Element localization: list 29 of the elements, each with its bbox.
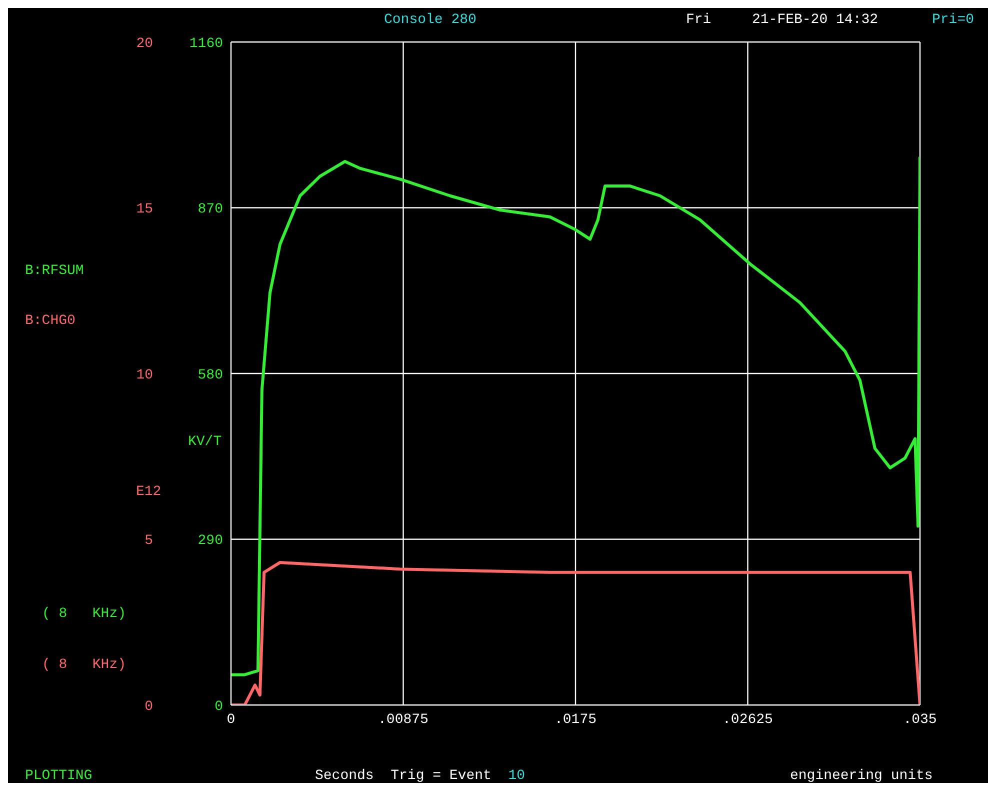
y2-tick-label: 15 [136, 202, 153, 218]
y-tick-label: 0 [214, 698, 223, 715]
chart-title: Console 280 [384, 12, 476, 28]
x-axis-title: Seconds Trig = Event 10 [315, 768, 526, 784]
y-tick-label: 580 [198, 367, 223, 384]
line-series [231, 155, 920, 676]
x-tick-label: .0175 [554, 712, 597, 728]
y2-axis-title: E12 [136, 484, 162, 500]
y-tick-label: 870 [198, 202, 223, 218]
x-tick-label: .035 [903, 712, 937, 728]
y2-tick-label: 0 [144, 698, 153, 715]
y-tick-label: 290 [198, 533, 223, 550]
x-tick-label: .00875 [378, 712, 428, 728]
text: Pri=0 [932, 12, 974, 28]
text: B:RFSUM [25, 263, 84, 279]
y2-tick-label: 10 [136, 367, 153, 384]
text: ( 8 KHz) [42, 606, 126, 622]
x-tick-label: .02625 [722, 712, 773, 728]
text: engineering units [790, 768, 933, 784]
y-tick-label: 1160 [189, 36, 223, 52]
text: PLOTTING [25, 768, 92, 784]
x-tick-label: 0 [226, 712, 236, 728]
text: Fri [686, 12, 712, 28]
text: B:CHG0 [25, 313, 76, 329]
y-axis-title: KV/T [188, 434, 222, 450]
y2-tick-label: 5 [144, 533, 153, 550]
y2-tick-label: 20 [136, 36, 153, 52]
text: ( 8 KHz) [42, 657, 126, 673]
text: 21-FEB-20 14:32 [752, 12, 878, 28]
